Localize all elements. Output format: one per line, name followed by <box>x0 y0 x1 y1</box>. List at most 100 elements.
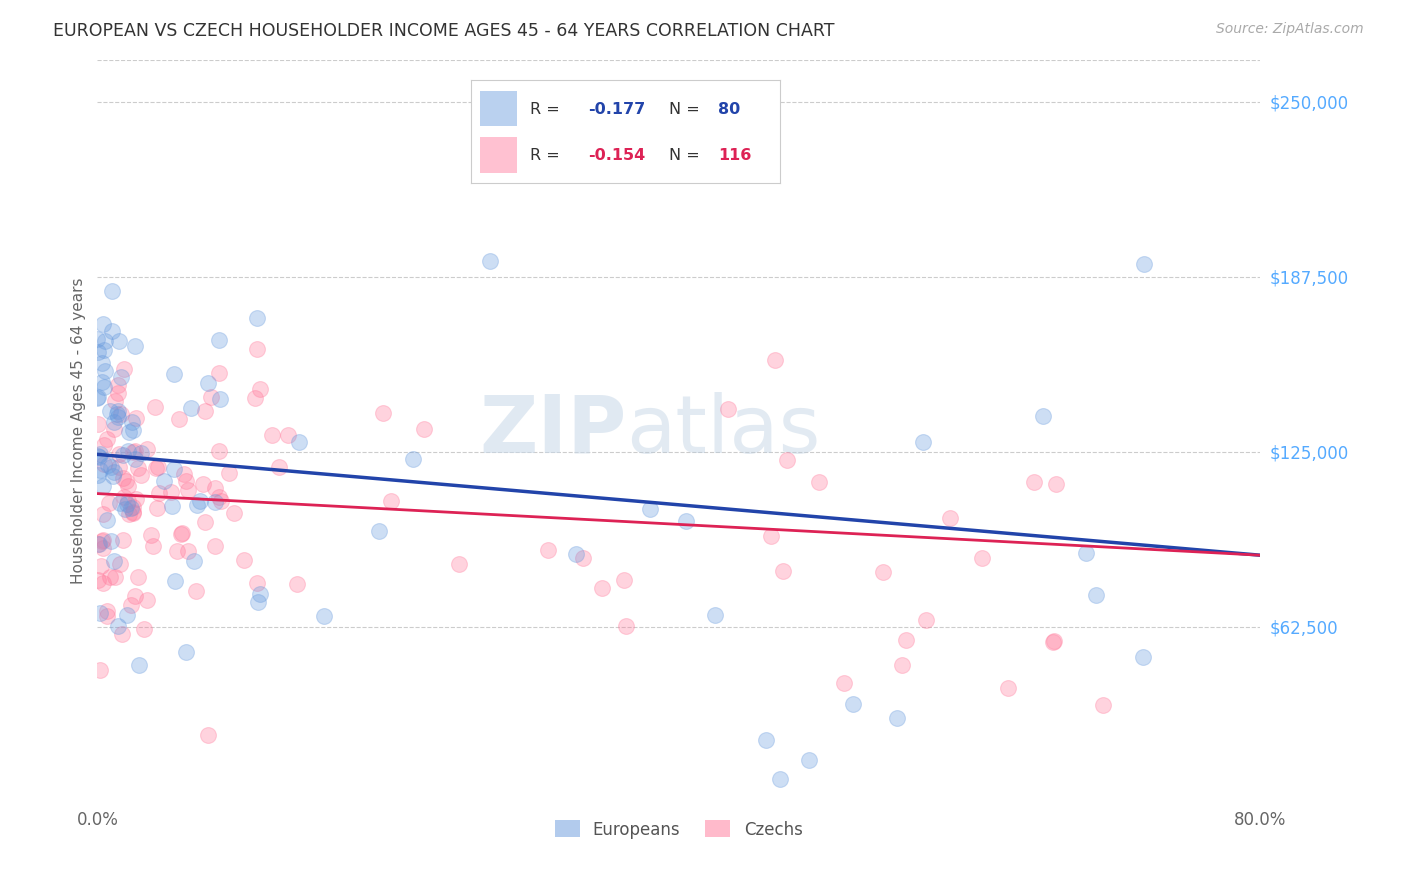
Bar <box>481 91 517 127</box>
Point <box>166 544 188 558</box>
Text: -0.154: -0.154 <box>589 148 645 162</box>
Point <box>105 407 128 421</box>
Point <box>87 537 110 551</box>
Point <box>246 342 269 356</box>
Point <box>591 582 613 596</box>
Point <box>269 459 291 474</box>
Point <box>197 376 219 390</box>
Point <box>188 494 211 508</box>
Point <box>91 533 114 548</box>
Point <box>173 467 195 481</box>
Point <box>91 508 114 522</box>
Point <box>208 392 231 406</box>
Point <box>110 407 132 421</box>
Point <box>755 733 778 747</box>
Point <box>112 448 135 462</box>
Point <box>120 598 142 612</box>
Point <box>104 393 127 408</box>
Point <box>125 492 148 507</box>
Point <box>1043 634 1066 648</box>
Point <box>136 442 159 457</box>
Point <box>121 500 143 515</box>
Point <box>117 479 139 493</box>
Point <box>494 156 516 170</box>
Point <box>402 451 425 466</box>
Point <box>160 499 183 513</box>
Point <box>129 446 152 460</box>
Point <box>197 728 219 742</box>
Point <box>89 462 111 476</box>
Point <box>91 479 114 493</box>
Point <box>200 390 222 404</box>
Point <box>808 475 831 490</box>
Point <box>167 412 190 426</box>
Point <box>91 541 114 556</box>
Point <box>101 468 124 483</box>
Point <box>243 391 266 405</box>
Point <box>114 474 136 488</box>
Point <box>91 575 114 590</box>
Point <box>100 460 122 475</box>
Point <box>896 632 918 647</box>
Point <box>96 432 118 446</box>
Point <box>103 415 125 429</box>
Text: 116: 116 <box>718 148 752 162</box>
Point <box>101 324 124 338</box>
Point <box>176 645 198 659</box>
Point <box>169 527 191 541</box>
Point <box>772 564 794 578</box>
Point <box>89 663 111 677</box>
Point <box>1084 588 1107 602</box>
Point <box>87 344 110 359</box>
Point <box>912 435 935 450</box>
Text: N =: N = <box>669 148 704 162</box>
Point <box>204 481 226 495</box>
Point <box>613 573 636 587</box>
Point <box>565 548 588 562</box>
Point <box>247 595 270 609</box>
Point <box>218 466 240 480</box>
Point <box>1074 546 1097 560</box>
Point <box>146 460 169 475</box>
Point <box>447 558 470 572</box>
Point <box>86 391 108 405</box>
Point <box>117 494 139 508</box>
Text: R =: R = <box>530 148 565 162</box>
Point <box>180 401 202 416</box>
Point <box>87 417 110 432</box>
Point <box>176 483 198 498</box>
Point <box>104 569 127 583</box>
Point <box>891 658 914 673</box>
Point <box>110 370 132 384</box>
Point <box>145 461 167 475</box>
Point <box>371 406 394 420</box>
Text: 80: 80 <box>718 102 741 117</box>
Point <box>94 364 117 378</box>
Point <box>165 574 187 589</box>
Point <box>1092 698 1115 712</box>
Point <box>184 583 207 598</box>
Point <box>262 428 284 442</box>
Text: ZIP: ZIP <box>479 392 626 469</box>
Point <box>135 593 157 607</box>
Point <box>186 498 208 512</box>
Point <box>142 540 165 554</box>
Point <box>312 609 335 624</box>
Point <box>96 604 118 618</box>
Point <box>367 524 389 539</box>
Point <box>170 525 193 540</box>
Point <box>97 496 120 510</box>
Text: R =: R = <box>530 102 565 117</box>
Point <box>759 529 782 543</box>
Point <box>115 608 138 623</box>
Point <box>91 356 114 370</box>
Point <box>111 533 134 547</box>
Point <box>246 310 269 325</box>
Point <box>121 415 143 429</box>
Point <box>159 484 181 499</box>
Legend: Europeans, Czechs: Europeans, Czechs <box>548 814 810 846</box>
Point <box>87 537 110 551</box>
Point <box>118 425 141 439</box>
Point <box>134 622 156 636</box>
Point <box>108 557 131 571</box>
